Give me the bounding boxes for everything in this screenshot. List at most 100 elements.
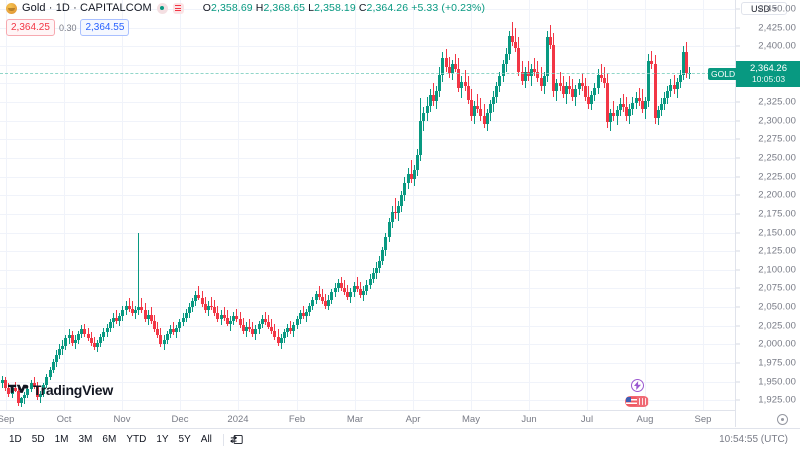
candle [89, 0, 93, 410]
candle-body [115, 317, 119, 321]
candle [61, 0, 65, 410]
candle [378, 0, 381, 410]
candle [127, 0, 131, 410]
candle [688, 0, 692, 410]
candle-body [70, 335, 74, 343]
candle-body [498, 76, 502, 87]
candle-body [130, 308, 134, 314]
tradingview-brand: TradingView [33, 382, 114, 398]
candle [609, 0, 613, 410]
range-button-1m[interactable]: 1M [54, 434, 69, 445]
candle-body [298, 313, 302, 320]
symbol-title[interactable]: Gold · 1D · CAPITALCOM [22, 2, 152, 14]
range-button-all[interactable]: All [200, 434, 212, 445]
candle-body [289, 328, 293, 331]
grid-line [703, 0, 704, 410]
lightning-bolt-icon[interactable] [631, 379, 644, 392]
candle [254, 0, 258, 410]
candle-body [222, 314, 226, 318]
chart-pane[interactable] [0, 0, 735, 410]
high-label: H [255, 2, 264, 14]
candle [447, 0, 451, 410]
candle-wick [603, 67, 605, 88]
candle [327, 0, 331, 410]
candle-body [463, 82, 467, 87]
candle-body [583, 86, 587, 97]
us-economic-event-icon[interactable] [625, 396, 649, 407]
candle [35, 0, 39, 410]
candle [80, 0, 84, 410]
candle-body [358, 289, 362, 296]
range-button-6m[interactable]: 6M [102, 434, 117, 445]
candle-body [1, 380, 4, 384]
range-button-1y[interactable]: 1Y [156, 434, 169, 445]
time-tick-label: Apr [405, 414, 421, 425]
range-button-ytd[interactable]: YTD [126, 434, 147, 445]
date-range-icon[interactable] [230, 433, 243, 446]
gold-coin-icon [6, 2, 17, 14]
candle [178, 0, 182, 410]
candle-body [140, 307, 144, 311]
candle-body [305, 311, 309, 317]
high-value: 2,368.65 [263, 2, 306, 14]
candle-body [533, 68, 537, 72]
axis-settings-icon[interactable] [777, 414, 788, 425]
grid-line [0, 83, 735, 85]
candle-wick [198, 286, 200, 300]
legend-menu-icon[interactable] [172, 2, 184, 14]
candle [355, 0, 359, 410]
candle-body [184, 313, 188, 318]
candle [574, 0, 578, 410]
currency-selector[interactable]: USD [741, 2, 787, 15]
current-price-badge[interactable]: 2,364.26 10:05:03 [736, 60, 800, 87]
ask-price[interactable]: 2,364.55 [80, 19, 130, 36]
candle-body [89, 338, 93, 343]
candle-body [644, 101, 648, 109]
candle-body [102, 332, 106, 337]
low-value: 2,358.19 [314, 2, 356, 14]
candle-wick [477, 93, 479, 114]
grid-line [0, 120, 735, 122]
candle [539, 0, 543, 410]
quote-boxes: 2,364.25 0.30 2,364.55 [6, 19, 130, 36]
candle [282, 0, 286, 410]
candle-wick [622, 93, 624, 112]
price-axis[interactable]: USD 2,450.002,425.002,400.002,375.002,35… [735, 0, 800, 427]
range-selector[interactable]: 1D 5D 1M 3M 6M YTD 1Y 5Y All [0, 432, 217, 447]
clock-utc[interactable]: 10:54:55 (UTC) [719, 434, 788, 445]
candle-wick [33, 377, 35, 390]
candle-body [279, 338, 283, 343]
candle-body [492, 96, 496, 105]
candle-body [92, 342, 96, 348]
time-axis[interactable]: Sep Oct Nov Dec 2024 Feb Mar Apr May Jun Jul Aug Sep [0, 410, 735, 427]
candle-wick [455, 53, 457, 72]
range-button-5y[interactable]: 5Y [178, 434, 191, 445]
candle-body [333, 287, 337, 293]
candle-body [241, 325, 245, 331]
candle-body [235, 316, 239, 320]
grid-line [0, 381, 735, 383]
candle [73, 0, 77, 410]
candle [403, 0, 407, 410]
candle [615, 0, 619, 410]
range-button-5d[interactable]: 5D [31, 434, 45, 445]
range-button-3m[interactable]: 3M [78, 434, 93, 445]
candle [476, 0, 480, 410]
range-button-1d[interactable]: 1D [9, 434, 22, 445]
bid-price[interactable]: 2,364.25 [6, 19, 55, 36]
candle-body [254, 329, 258, 334]
candle-body [4, 380, 8, 389]
candle [130, 0, 134, 410]
candle-wick [432, 83, 434, 106]
candle-body [507, 35, 511, 54]
price-tick-label: 2,175.00 [758, 208, 796, 220]
candle [191, 0, 195, 410]
candle-body [473, 105, 477, 117]
candle-body [482, 116, 486, 124]
candle-body [615, 110, 619, 117]
candle-body [146, 314, 150, 320]
market-open-dot-icon[interactable] [156, 2, 168, 14]
grid-line [0, 27, 735, 29]
candle-body [504, 53, 508, 65]
